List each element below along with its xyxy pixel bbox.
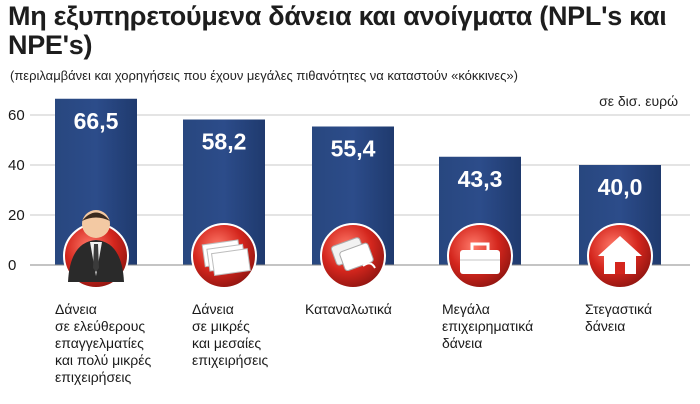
- x-tick-label: Μεγάλα επιχειρηματικά δάνεια: [442, 301, 534, 351]
- y-tick-label: 40: [8, 157, 25, 174]
- chart-subtitle: (περιλαμβάνει και χορηγήσεις που έχουν μ…: [10, 68, 518, 83]
- x-tick-label: Δάνεια σε μικρές και μεσαίες επιχειρήσει…: [192, 301, 269, 368]
- y-tick-label: 0: [8, 257, 16, 274]
- y-tick-label: 20: [8, 207, 25, 224]
- paper-stack-icon: [191, 223, 257, 289]
- bar-value-label: 40,0: [598, 174, 643, 200]
- bar-value-label: 66,5: [74, 108, 119, 134]
- chart-title: Μη εξυπηρετούμενα δάνεια και ανοίγματα (…: [8, 1, 667, 60]
- bar-value-label: 55,4: [331, 136, 376, 162]
- bar-value-label: 43,3: [458, 166, 503, 192]
- credit-cards-icon: [320, 223, 386, 289]
- x-tick-label: Στεγαστικά δάνεια: [585, 301, 653, 334]
- y-tick-label: 60: [8, 107, 25, 124]
- businessman-icon: [63, 210, 129, 289]
- briefcase-icon: [447, 223, 513, 289]
- unit-label: σε δισ. ευρώ: [599, 93, 678, 109]
- house-icon: [587, 223, 653, 289]
- x-tick-label: Καταναλωτικά: [305, 301, 392, 317]
- x-tick-label: Δάνεια σε ελεύθερους επαγγελματίες και π…: [55, 301, 152, 385]
- bar-value-label: 58,2: [202, 129, 247, 155]
